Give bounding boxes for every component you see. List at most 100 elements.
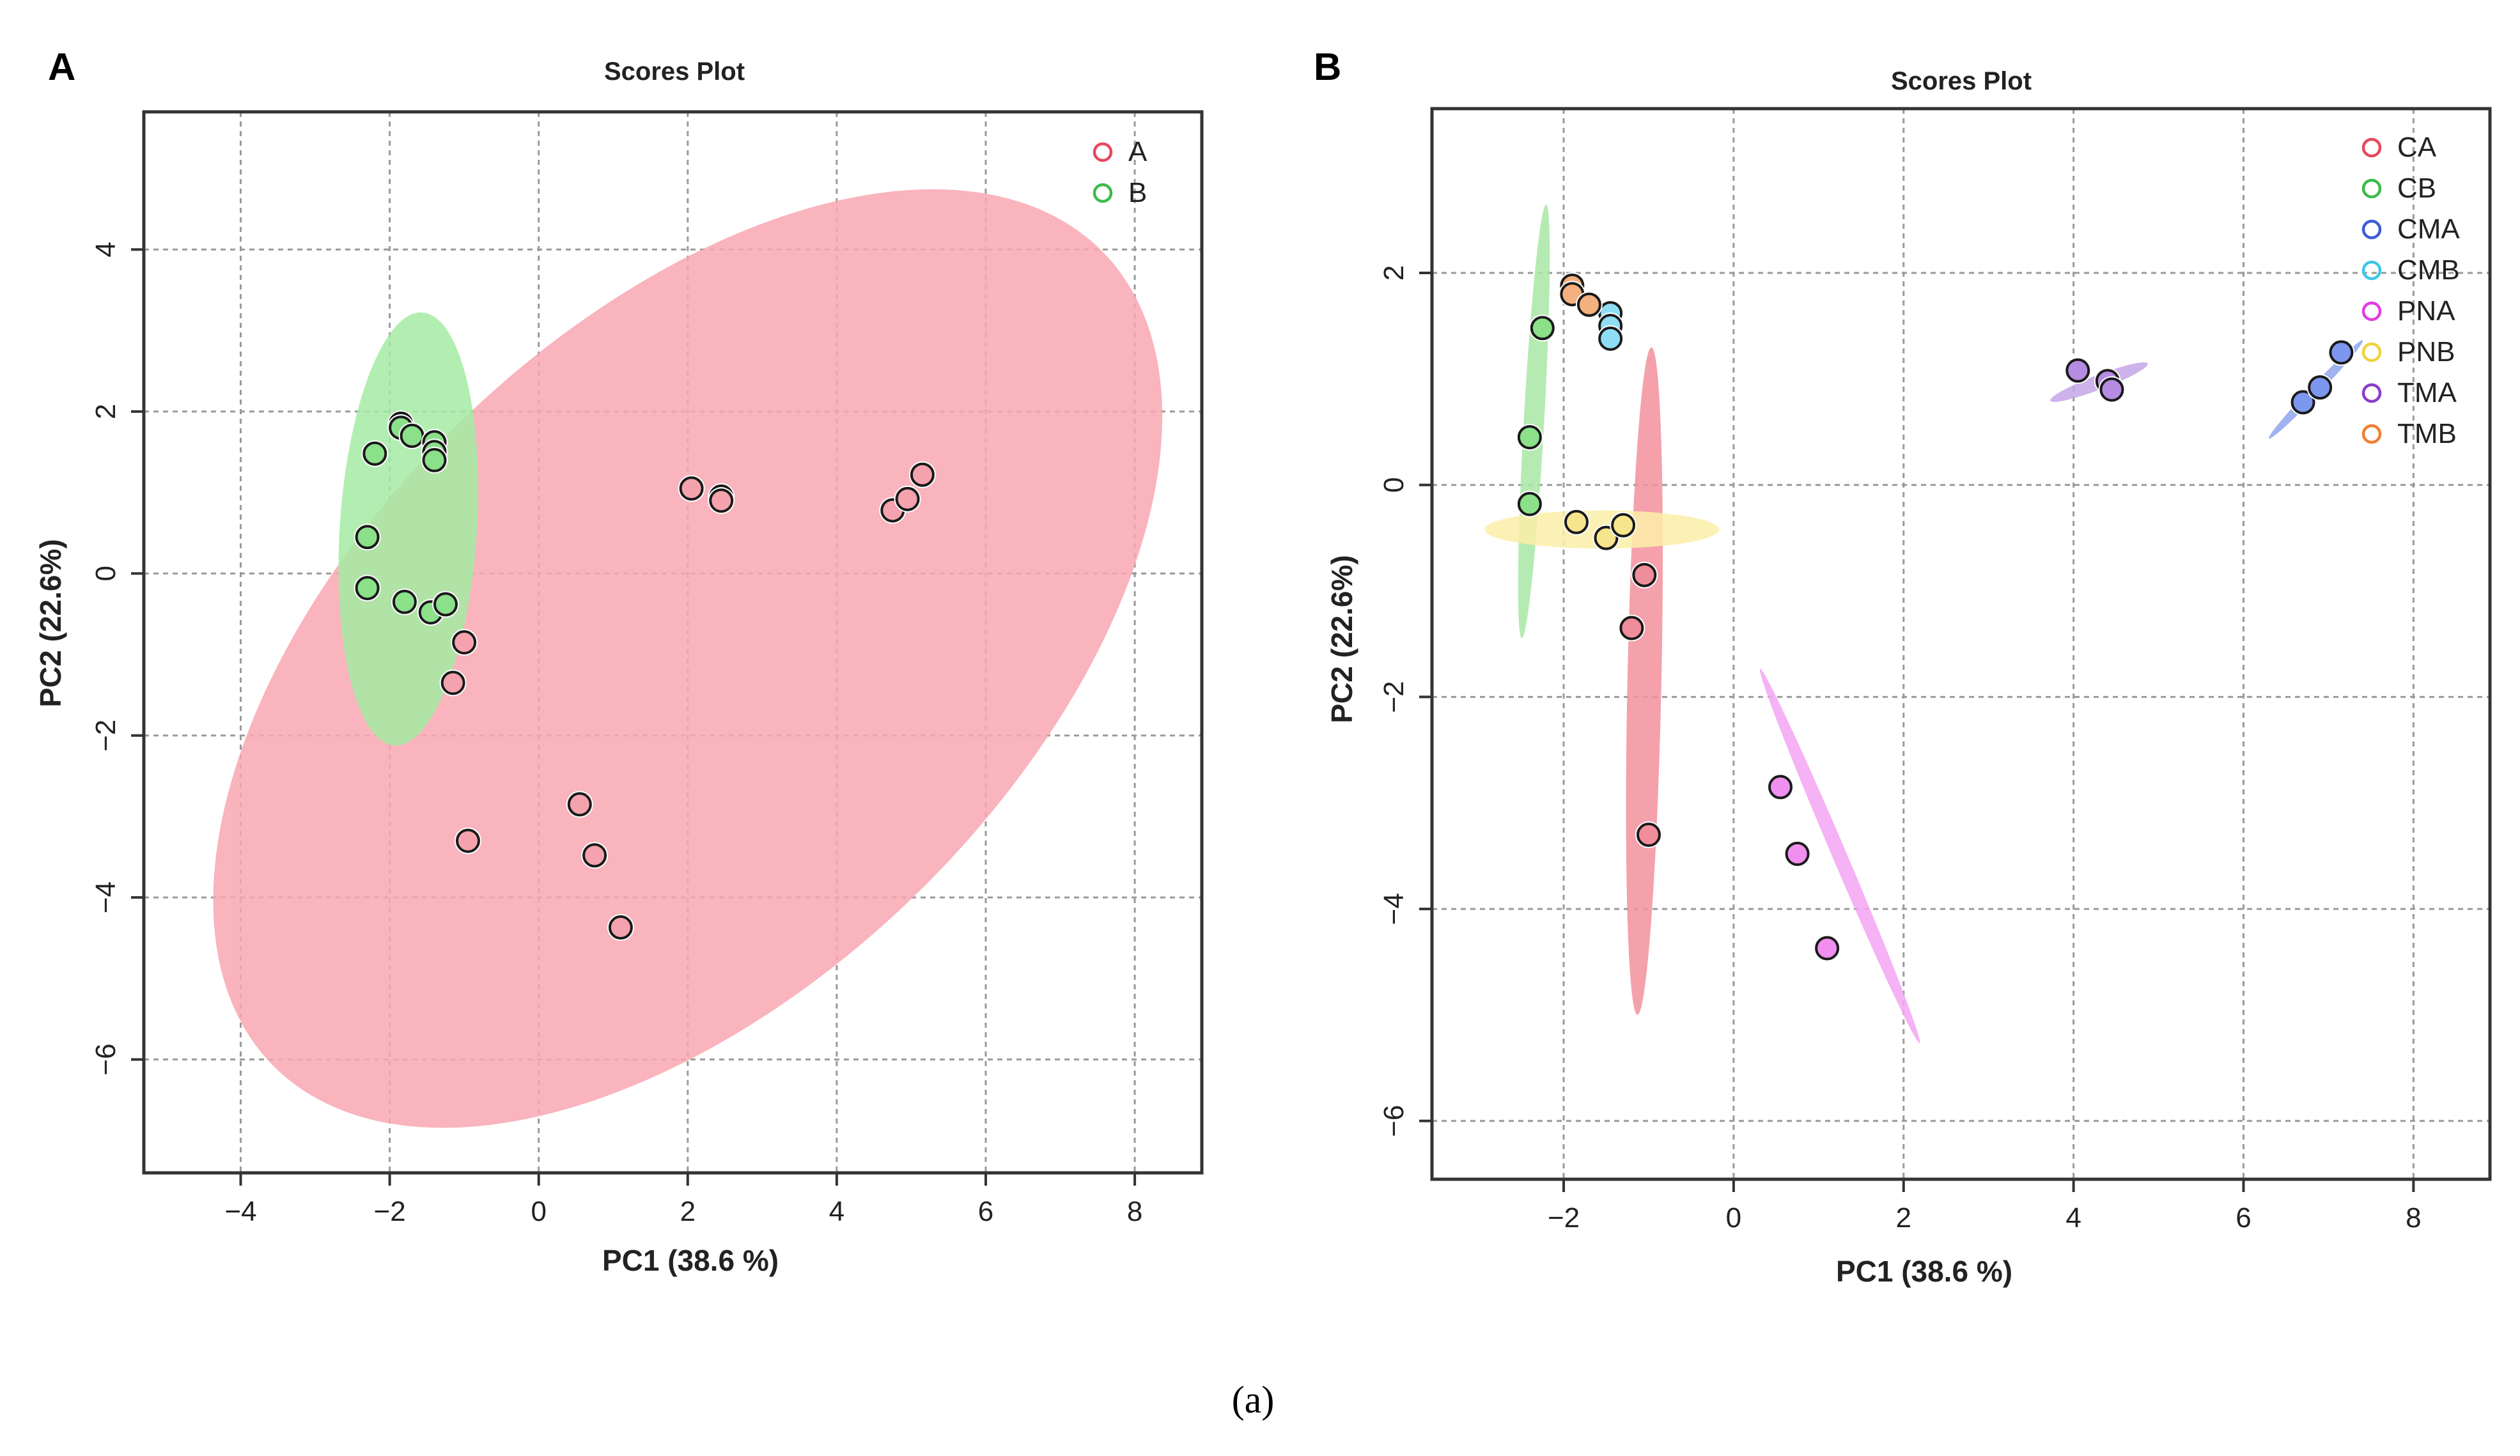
panel-b-x-tick-label: 4	[2065, 1202, 2081, 1234]
panel-a-y-tick-label: 4	[90, 242, 121, 257]
panel-b-legend-marker-cb	[2361, 178, 2382, 199]
panel-b-point-pnb	[1611, 513, 1636, 538]
panel-a-point-a	[910, 462, 935, 487]
panel-b-x-tick-label: −2	[1548, 1202, 1580, 1234]
panel-a-point-a	[452, 630, 477, 654]
panel-a-legend-marker-b	[1093, 183, 1113, 203]
panel-b-legend-label-cb: CB	[2397, 173, 2436, 204]
panel-a-x-tick-label: 4	[829, 1196, 844, 1227]
chart-title-b: Scores Plot	[1891, 67, 2032, 95]
panel-b-x-tick-label: 0	[1726, 1202, 1741, 1234]
panel-b-legend-marker-pna	[2361, 301, 2382, 321]
panel-a-y-tick-label: 0	[90, 566, 121, 581]
panel-a: A Scores Plot PC1 (38.6 %) PC2 (22.6%) −…	[34, 45, 1204, 1277]
panel-b-legend-marker-cmb	[2361, 260, 2382, 281]
panel-a-confidence-ellipse-a	[213, 189, 1163, 1128]
panel-a-point-b	[392, 589, 417, 614]
panel-a-point-b	[433, 592, 458, 617]
panel-a-point-a	[895, 486, 920, 511]
panel-label-a: A	[48, 45, 75, 88]
panel-b-point-tma	[2099, 377, 2124, 402]
panel-a-x-tick-label: 8	[1127, 1196, 1142, 1227]
panel-b-point-pna	[1768, 775, 1793, 800]
panel-b-legend-label-pna: PNA	[2397, 295, 2455, 327]
figure-caption: (a)	[1232, 1379, 1275, 1421]
panel-a-point-a	[709, 488, 734, 513]
panel-a-point-a	[440, 670, 465, 695]
panel-b-legend-label-tmb: TMB	[2397, 418, 2457, 449]
panel-b-point-cb	[1517, 425, 1542, 450]
panel-b-confidence-ellipse-pna	[1759, 669, 1920, 1044]
panel-b-legend-label-cma: CMA	[2397, 213, 2460, 245]
panel-a-legend-marker-a	[1093, 142, 1113, 162]
panel-b-y-tick-label: 2	[1378, 265, 1410, 281]
y-axis-label-a: PC2 (22.6%)	[34, 539, 67, 707]
panel-a-point-a	[608, 915, 633, 940]
panel-a-x-tick-label: 2	[680, 1196, 696, 1227]
panel-a-x-tick-label: 0	[531, 1196, 546, 1227]
panel-a-x-tick-label: −2	[374, 1196, 406, 1227]
panel-a-legend-label-b: B	[1128, 177, 1147, 208]
panel-a-confidence-ellipse-b	[338, 312, 478, 746]
panel-b-point-tmb	[1576, 292, 1601, 317]
panel-b-confidence-ellipse-ca	[1626, 347, 1663, 1015]
panel-b-point-pnb	[1594, 525, 1619, 550]
panel-a-x-tick-label: −4	[224, 1196, 256, 1227]
panel-a-point-b	[422, 447, 447, 472]
panel-b-points	[1516, 272, 2355, 962]
panel-b-legend-label-tma: TMA	[2397, 377, 2457, 408]
panel-a-point-a	[679, 476, 704, 501]
panel-b-x-tick-label: 6	[2236, 1202, 2251, 1234]
panel-a-point-b	[362, 441, 387, 466]
x-axis-label-a: PC1 (38.6 %)	[602, 1244, 779, 1277]
panel-a-point-a	[567, 792, 592, 817]
panel-a-points	[354, 410, 936, 941]
panel-a-y-tick-label: −2	[90, 720, 121, 752]
panel-a-y-tick-label: 2	[90, 404, 121, 419]
panel-a-point-a	[582, 843, 607, 868]
panel-b-y-tick-label: −4	[1378, 893, 1410, 925]
panel-b-legend-label-ca: CA	[2397, 132, 2437, 163]
panel-a-legend-label-a: A	[1128, 136, 1147, 167]
panel-b-point-cb	[1530, 316, 1555, 341]
panel-b-point-cma	[2291, 390, 2315, 415]
panel-b-legend-marker-pnb	[2361, 342, 2382, 362]
panel-b-point-ca	[1619, 616, 1644, 640]
panel-b-point-ca	[1632, 562, 1657, 587]
panel-a-point-b	[355, 576, 380, 601]
panel-b-y-tick-label: −2	[1378, 681, 1410, 713]
panel-label-b: B	[1314, 45, 1341, 88]
panel-b-point-ca	[1636, 823, 1661, 848]
panel-b-legend-label-pnb: PNB	[2397, 336, 2455, 368]
panel-b-point-cma	[2329, 340, 2354, 365]
panel-b-point-cmb	[1598, 326, 1623, 351]
panel-b-legend-marker-tmb	[2361, 424, 2382, 444]
chart-title-a: Scores Plot	[604, 58, 745, 86]
panel-b-legend-marker-cma	[2361, 219, 2382, 240]
panel-a-point-b	[355, 525, 380, 550]
panel-b-grid	[1432, 109, 2490, 1179]
panel-b-x-tick-label: 2	[1896, 1202, 1911, 1234]
panel-a-ellipses	[213, 189, 1163, 1128]
panel-b-legend-marker-tma	[2361, 383, 2382, 403]
panel-a-point-b	[400, 423, 424, 448]
panel-a-y-tick-label: −4	[90, 881, 121, 913]
panel-b-legend-label-cmb: CMB	[2397, 254, 2460, 286]
panel-a-point-a	[455, 828, 480, 853]
panel-a-plot-frame	[142, 110, 1204, 1175]
x-axis-label-b: PC1 (38.6 %)	[1836, 1255, 2012, 1288]
panel-b-point-cma	[2308, 375, 2333, 400]
panel-b-y-tick-label: 0	[1378, 477, 1410, 492]
panel-a-x-tick-label: 6	[978, 1196, 993, 1227]
panel-b-point-cb	[1517, 492, 1542, 516]
panel-b-legend: CA CB CMA CMB PNA PNB TMA TMB	[2361, 132, 2460, 449]
panel-b-y-tick-label: −6	[1378, 1105, 1410, 1137]
panel-b-point-pna	[1815, 936, 1840, 961]
panel-a-y-tick-label: −6	[90, 1044, 121, 1076]
panel-b-x-tick-label: 8	[2406, 1202, 2421, 1234]
y-axis-label-b: PC2 (22.6%)	[1325, 555, 1358, 723]
panel-a-legend: AB	[1093, 136, 1147, 208]
panel-b-point-pnb	[1564, 509, 1589, 534]
panel-b-point-tma	[2065, 358, 2090, 383]
